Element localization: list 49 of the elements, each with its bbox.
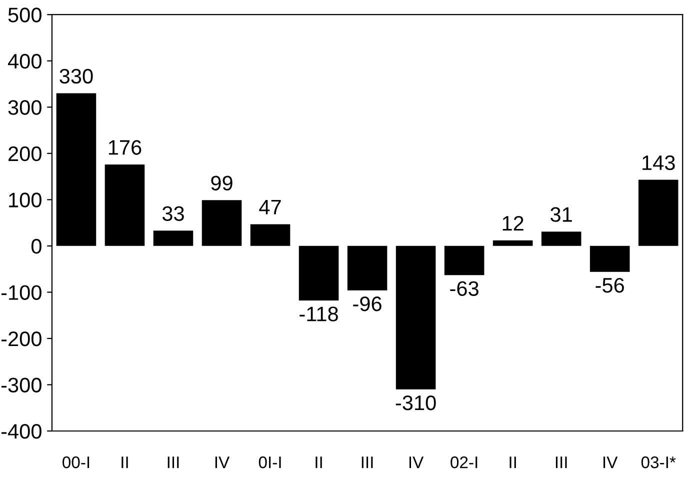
y-tick-label: -300 xyxy=(1,378,42,392)
bar xyxy=(347,246,388,290)
data-label: 47 xyxy=(259,200,281,214)
y-tick-label: -400 xyxy=(1,424,42,439)
bar xyxy=(202,200,242,246)
x-tick-label: II xyxy=(510,456,516,468)
x-tick-label: III xyxy=(556,456,567,468)
data-label: -310 xyxy=(396,395,436,410)
x-tick-label: II xyxy=(316,456,322,468)
x-tick-label: 00-I xyxy=(62,456,90,468)
y-tick-label: 200 xyxy=(8,146,42,162)
bar xyxy=(56,93,96,246)
x-tick-label: 0I-I xyxy=(258,456,281,468)
data-label: 143 xyxy=(642,155,675,170)
bar xyxy=(104,164,145,246)
bar xyxy=(638,180,678,246)
y-tick-label: 0 xyxy=(31,238,42,254)
bar xyxy=(541,232,582,246)
data-label: -56 xyxy=(596,278,624,293)
data-label: -63 xyxy=(450,281,478,296)
y-tick-label: 500 xyxy=(8,8,42,22)
bar xyxy=(153,230,194,246)
bar xyxy=(298,246,339,301)
y-tick-label: -100 xyxy=(1,285,42,300)
bar xyxy=(590,246,630,272)
bar xyxy=(396,246,436,390)
y-tick-label: 400 xyxy=(8,54,42,69)
data-label: 330 xyxy=(60,68,93,84)
data-label: 176 xyxy=(108,140,142,155)
y-tick-label: 300 xyxy=(8,100,42,115)
x-tick-label: III xyxy=(168,456,179,468)
y-tick-label: -200 xyxy=(1,331,42,346)
bar xyxy=(444,246,484,276)
x-tick-label: II xyxy=(122,456,128,468)
bar xyxy=(250,224,290,246)
data-label: -96 xyxy=(353,296,382,312)
x-tick-label: 02-I xyxy=(450,456,478,468)
x-tick-label: 03-I* xyxy=(641,456,676,468)
bar xyxy=(492,240,533,246)
x-tick-label: IV xyxy=(409,456,424,468)
x-tick-label: IV xyxy=(604,456,618,468)
data-label: 99 xyxy=(211,176,232,190)
x-tick-label: IV xyxy=(215,456,230,468)
data-label: -118 xyxy=(300,306,338,322)
y-tick-label: 100 xyxy=(9,192,42,208)
x-tick-label: III xyxy=(362,456,373,468)
data-label: 31 xyxy=(550,207,572,222)
data-label: 12 xyxy=(502,216,524,231)
data-label: 33 xyxy=(162,206,184,221)
